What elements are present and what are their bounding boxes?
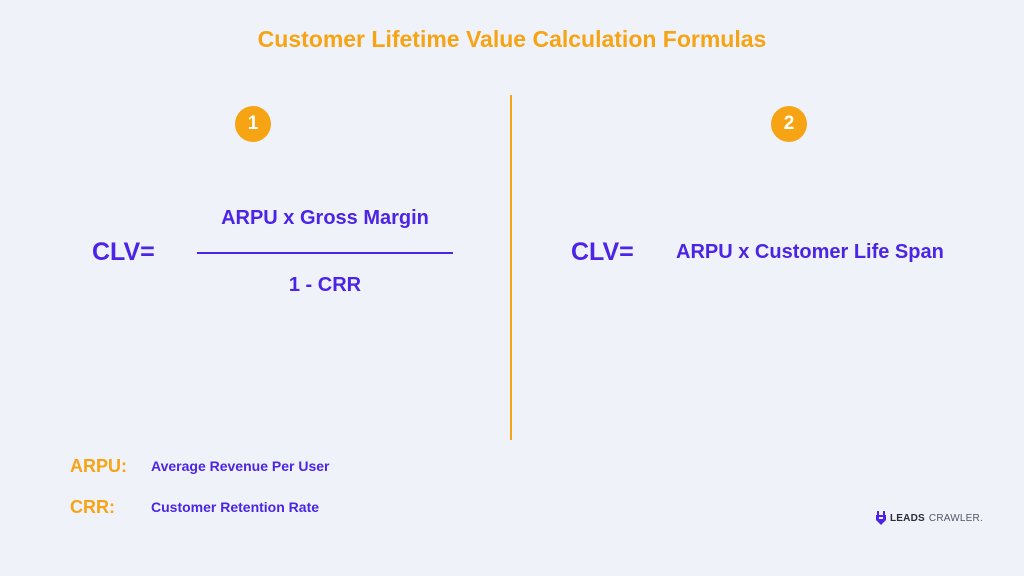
step-badge-1: 1: [235, 106, 271, 142]
logo-word-leads: LEADS: [890, 512, 925, 524]
formula-2-rhs: ARPU x Customer Life Span: [676, 241, 944, 263]
legend-term-arpu: ARPU:: [70, 456, 127, 476]
formula-1-lhs: CLV=: [92, 238, 155, 266]
leads-crawler-logo: LEADS CRAWLER.: [876, 511, 983, 525]
legend-definition-crr: Customer Retention Rate: [151, 499, 320, 515]
formula-1-denominator: 1 - CRR: [288, 274, 362, 296]
logo-mark-icon: [876, 511, 886, 525]
formula-2-lhs: CLV=: [571, 238, 634, 266]
formula-1-numerator: ARPU x Gross Margin: [221, 207, 429, 229]
legend-term-crr: CRR:: [70, 497, 115, 517]
logo-word-crawler: CRAWLER.: [928, 512, 983, 524]
vertical-divider: [510, 95, 512, 440]
legend-definition-arpu: Average Revenue Per User: [151, 458, 330, 474]
step-badge-2: 2: [771, 106, 807, 142]
formula-1-fraction-bar: [197, 252, 453, 254]
page-title: Customer Lifetime Value Calculation Form…: [257, 26, 767, 52]
